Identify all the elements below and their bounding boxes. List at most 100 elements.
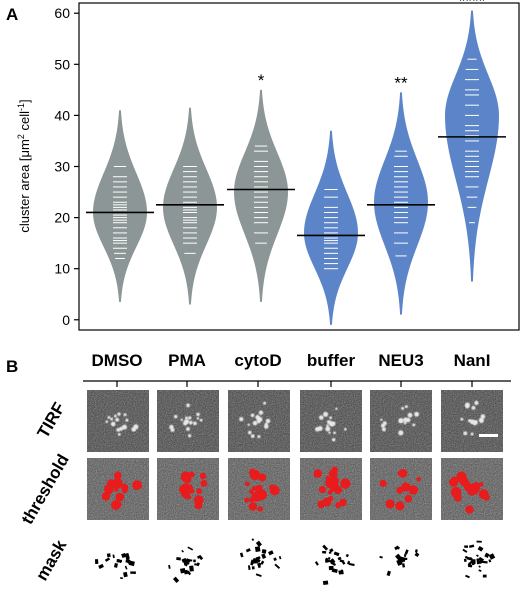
- tirf-spot: [115, 417, 120, 422]
- tirf-spot: [480, 414, 486, 419]
- y-axis-label-part: cell: [17, 111, 32, 134]
- tirf-spot: [330, 422, 335, 427]
- tirf-spot: [193, 421, 197, 426]
- mask-blob: [337, 556, 342, 561]
- tirf-spot: [247, 430, 252, 435]
- tirf-spot: [252, 420, 258, 426]
- tirf-spot: [381, 427, 386, 432]
- tirf-spot: [465, 404, 470, 409]
- tirf-spot: [471, 405, 476, 410]
- tirf-spot: [323, 411, 329, 417]
- mask-blob: [476, 554, 479, 558]
- mask-background: [87, 528, 149, 589]
- tirf-spot: [186, 427, 190, 431]
- mask-blob: [187, 546, 194, 551]
- mask-blob: [478, 559, 484, 565]
- micrographs: [87, 390, 503, 589]
- mask-blob: [396, 546, 400, 550]
- threshold-blob: [244, 481, 250, 487]
- mask-blob: [346, 560, 351, 565]
- tirf-spot: [474, 400, 479, 406]
- mask-blob: [106, 553, 111, 558]
- mask-blob: [339, 559, 345, 563]
- tirf-spot: [404, 405, 408, 409]
- mask-blob: [322, 544, 329, 551]
- violin-NEU3: [374, 92, 428, 315]
- y-axis-label-part: ]: [17, 99, 32, 103]
- tirf-spot: [183, 421, 188, 426]
- y-axis-label-part: μm: [17, 139, 32, 157]
- tirf-spot: [401, 406, 405, 410]
- mask-blob: [273, 557, 277, 562]
- tirf-spot: [199, 418, 203, 422]
- mask-blob: [476, 558, 480, 565]
- mask-blob: [397, 559, 403, 564]
- tirf-spot: [180, 418, 184, 422]
- tirf-image: [228, 390, 290, 452]
- y-axis-label: cluster area [μm2 cell-1]: [16, 99, 32, 232]
- mask-blob: [478, 569, 482, 572]
- tirf-image: [441, 390, 503, 452]
- tirf-spot: [463, 431, 468, 436]
- mask-blob: [196, 554, 202, 559]
- y-tick-label: 10: [54, 261, 70, 277]
- mask-blob: [261, 549, 267, 554]
- tirf-spot: [188, 416, 192, 420]
- mask-blob: [257, 562, 261, 569]
- mask-blob: [477, 545, 484, 552]
- mask-blob: [468, 564, 473, 568]
- tirf-spot: [113, 414, 117, 418]
- category-ticks: [116, 381, 473, 387]
- y-tick-label: 60: [54, 5, 70, 21]
- row-label-tirf: TIRF: [34, 399, 69, 441]
- tirf-spot: [132, 428, 136, 432]
- category-label: NanI: [454, 351, 491, 370]
- mask-blob: [255, 556, 261, 560]
- y-axis: 0 10 20 30 40 50 60: [54, 5, 79, 328]
- mask-blob: [268, 550, 274, 556]
- threshold-blob: [257, 506, 264, 512]
- threshold-blob: [196, 488, 203, 494]
- tirf-spot: [326, 420, 332, 425]
- threshold-image: [228, 458, 290, 520]
- tirf-spot: [467, 419, 471, 423]
- threshold-blob: [194, 501, 203, 510]
- violin-cytoD: [234, 89, 288, 302]
- threshold-blob: [258, 473, 267, 482]
- threshold-blob: [199, 472, 207, 480]
- y-axis-label-part: cluster area [: [17, 157, 32, 233]
- mask-blob: [414, 549, 418, 553]
- tirf-image: [300, 390, 362, 452]
- threshold-image: [370, 458, 432, 520]
- mask-image: [87, 528, 149, 589]
- threshold-blob: [180, 471, 192, 483]
- tirf-image: [87, 390, 149, 452]
- mask-blob: [478, 565, 481, 568]
- mask-blob: [104, 557, 111, 562]
- mask-blob: [414, 552, 420, 558]
- tirf-spot: [265, 418, 271, 424]
- mask-blob: [124, 552, 130, 560]
- y-tick-label: 0: [62, 312, 70, 328]
- mask-blob: [333, 551, 340, 557]
- tirf-spot: [119, 426, 124, 431]
- tirf-spot: [412, 423, 416, 427]
- tirf-spot: [333, 431, 336, 435]
- mask-blob: [476, 540, 482, 543]
- mask-blob: [314, 561, 319, 566]
- mask-blob: [123, 571, 128, 578]
- tirf-spot: [117, 432, 121, 436]
- mask-image: [441, 528, 503, 589]
- threshold-image: [300, 458, 362, 520]
- threshold-blob: [448, 478, 458, 488]
- tirf-spot: [117, 412, 121, 416]
- mask-blob: [386, 570, 391, 577]
- panel-b-label: B: [6, 357, 18, 376]
- tirf-spot: [123, 413, 127, 417]
- threshold-blob: [256, 496, 262, 502]
- mask-blob: [404, 549, 409, 555]
- mask-blob: [181, 549, 184, 553]
- mask-blob: [247, 565, 251, 571]
- mask-blob: [172, 576, 180, 584]
- threshold-blob: [416, 476, 421, 482]
